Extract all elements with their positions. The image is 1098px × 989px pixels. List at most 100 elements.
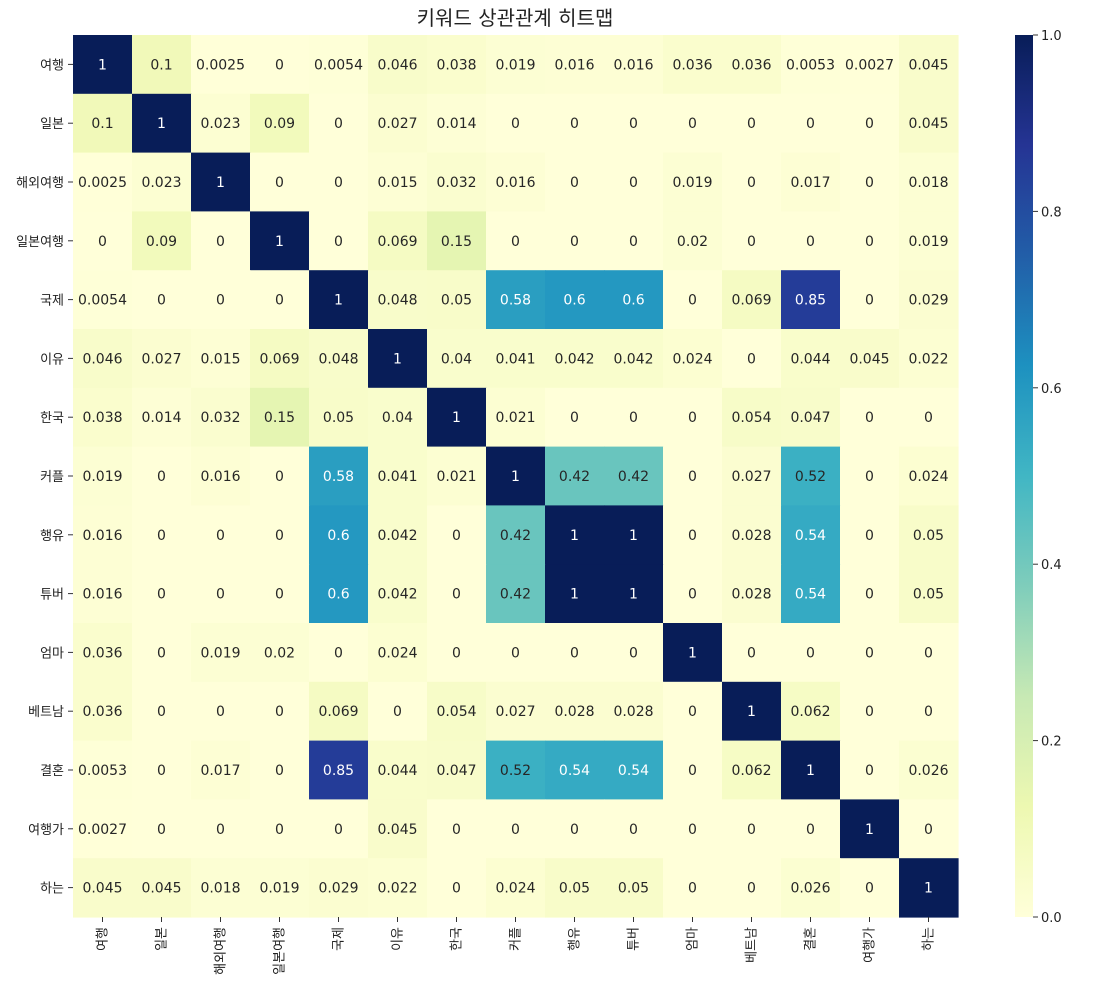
heatmap-cell-label: 0.045 (908, 116, 948, 132)
heatmap-cell (309, 93, 369, 154)
heatmap-cell-label: 0.019 (82, 469, 122, 485)
heatmap-cell (781, 93, 841, 154)
heatmap-cell (486, 211, 546, 271)
heatmap-cell-label: 0.016 (495, 175, 535, 191)
heatmap-cell (486, 93, 546, 154)
heatmap-cell (486, 152, 546, 212)
x-tick-label: 여행가 (862, 927, 878, 963)
heatmap-cell-label: 0 (688, 587, 697, 603)
heatmap-cell-label: 0.05 (913, 528, 944, 544)
heatmap-cell (309, 329, 369, 389)
heatmap-cell-label: 1 (393, 351, 402, 367)
heatmap-cell-label: 0.09 (146, 234, 177, 250)
heatmap-cell (250, 564, 310, 624)
heatmap-cell-label: 0 (216, 293, 225, 309)
heatmap-cell-label: 0 (570, 175, 579, 191)
heatmap-cell (899, 623, 959, 683)
heatmap-cell-label: 0.54 (795, 528, 826, 544)
heatmap-cell (368, 211, 428, 271)
heatmap-cell-label: 0 (275, 175, 284, 191)
heatmap-cell-label: 0 (747, 175, 756, 191)
heatmap-cell (722, 740, 782, 800)
colorbar-tick-label: 0.4 (1041, 558, 1062, 573)
heatmap-cell-label: 0 (747, 351, 756, 367)
heatmap-cell-label: 0.036 (731, 57, 771, 73)
heatmap-cell-label: 0 (806, 116, 815, 132)
heatmap-cell (191, 35, 251, 95)
heatmap-cell (722, 505, 782, 565)
heatmap-cell-label: 0.1 (150, 57, 172, 73)
heatmap-cell (309, 211, 369, 271)
heatmap-cell-label: 0.016 (200, 469, 240, 485)
heatmap-cell (368, 564, 428, 624)
heatmap-cell (132, 329, 192, 389)
heatmap-cell-label: 0.1 (91, 116, 113, 132)
heatmap-cell-label: 0.054 (436, 704, 476, 720)
heatmap-cell (840, 505, 900, 565)
heatmap-cell-label: 0.069 (318, 704, 358, 720)
heatmap-cell (840, 446, 900, 506)
heatmap-cell (840, 681, 900, 742)
heatmap-cell (191, 564, 251, 624)
heatmap-cell-label: 0 (570, 410, 579, 426)
heatmap-cell-label: 0.019 (495, 57, 535, 73)
heatmap-cell-label: 0 (452, 881, 461, 897)
heatmap-cell-label: 0 (688, 469, 697, 485)
heatmap-cell (722, 93, 782, 154)
heatmap-cell-label: 0.0054 (314, 57, 363, 73)
heatmap-cell-label: 0.85 (323, 763, 354, 779)
heatmap-cell (250, 329, 310, 389)
heatmap-cell (486, 799, 546, 859)
heatmap-cell-label: 0 (865, 763, 874, 779)
heatmap-cell-label: 1 (806, 763, 815, 779)
heatmap-cell-label: 0 (157, 645, 166, 661)
heatmap-cell (545, 564, 605, 624)
heatmap-cell (604, 93, 664, 154)
heatmap-cell-label: 0.036 (82, 704, 122, 720)
heatmap-cell-label: 0 (629, 116, 638, 132)
heatmap-cell-label: 0.6 (563, 293, 585, 309)
heatmap-cell (840, 35, 900, 95)
heatmap-cell-label: 0.85 (795, 293, 826, 309)
heatmap-cell (427, 211, 487, 271)
heatmap-cell-label: 0.046 (377, 57, 417, 73)
heatmap-cell-label: 0.069 (377, 234, 417, 250)
y-tick-label: 행유 (40, 528, 64, 544)
heatmap-cell (191, 799, 251, 859)
heatmap-cell-label: 0 (806, 234, 815, 250)
heatmap-cell (132, 564, 192, 624)
heatmap-cell-label: 0 (570, 822, 579, 838)
heatmap-cell-label: 0 (806, 645, 815, 661)
heatmap-cell-label: 0.05 (559, 881, 590, 897)
heatmap-cell-label: 0 (865, 116, 874, 132)
heatmap-cell-label: 0 (865, 704, 874, 720)
heatmap-cell (250, 152, 310, 212)
heatmap-cell (486, 329, 546, 389)
heatmap-cell (191, 505, 251, 565)
heatmap-cell (545, 505, 605, 565)
heatmap-cell (427, 858, 487, 918)
heatmap-cell (722, 799, 782, 859)
heatmap-cell (545, 152, 605, 212)
heatmap-cell-label: 0.047 (790, 410, 830, 426)
heatmap-cell-label: 0 (865, 528, 874, 544)
heatmap-cell-label: 0 (747, 116, 756, 132)
heatmap-cell-label: 0.05 (618, 881, 649, 897)
heatmap-cell (486, 505, 546, 565)
heatmap-cell-label: 0.42 (500, 528, 531, 544)
heatmap-cell-label: 0.05 (323, 410, 354, 426)
heatmap-cell (840, 329, 900, 389)
x-tick-label: 한국 (450, 927, 465, 951)
y-tick-label: 베트남 (28, 705, 64, 720)
heatmap-cell-label: 0 (570, 645, 579, 661)
heatmap-cell-label: 0 (629, 175, 638, 191)
heatmap-cell (191, 270, 251, 330)
heatmap-cell-label: 0.027 (495, 704, 535, 720)
x-axis-tick-labels: 여행 일본 해외여행 일본여행 국제 이유 한국 커플 행유 튜버 엄마 베트남 결혼 여행가 하는 (95, 917, 937, 975)
heatmap-cell-label: 0.027 (377, 116, 417, 132)
x-tick-label: 해외여행 (213, 927, 229, 975)
heatmap-cell (663, 329, 723, 389)
heatmap-cell-label: 0.42 (559, 469, 590, 485)
heatmap-cell (427, 35, 487, 95)
heatmap-cell-label: 1 (511, 469, 520, 485)
